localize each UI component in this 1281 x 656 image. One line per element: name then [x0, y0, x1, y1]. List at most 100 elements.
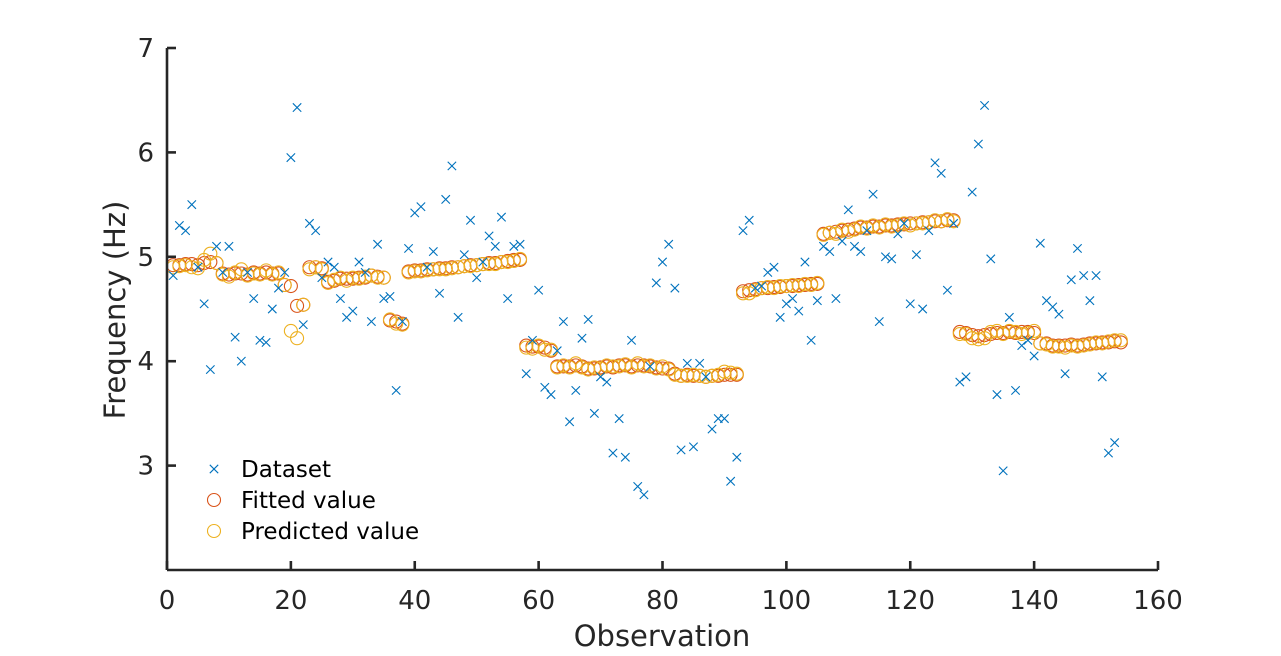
- dataset-point: [626, 335, 637, 345]
- predicted-point: [989, 323, 1005, 338]
- dataset-point: [205, 364, 215, 375]
- dataset-point: [1023, 335, 1033, 345]
- predicted-point: [389, 316, 404, 331]
- dataset-point: [787, 293, 798, 304]
- y-tick-label: 7: [137, 34, 154, 64]
- dataset-point: [1010, 385, 1021, 396]
- predicted-point: [314, 262, 329, 277]
- fitted-point: [283, 278, 298, 294]
- plot-area: [166, 100, 1128, 500]
- dataset-point: [868, 189, 878, 199]
- dataset-point: [911, 250, 922, 260]
- dataset-point: [589, 408, 599, 418]
- dataset-point: [267, 304, 277, 314]
- dataset-point: [168, 271, 178, 281]
- dataset-point: [385, 291, 395, 302]
- dataset-point: [645, 361, 655, 372]
- dataset-point: [478, 257, 488, 267]
- dataset-point: [918, 304, 928, 314]
- dataset-point: [862, 226, 872, 236]
- dataset-point: [1091, 271, 1101, 281]
- dataset-point: [403, 243, 414, 254]
- x-tick-label: 40: [398, 586, 431, 616]
- x-tick-label: 80: [646, 586, 679, 616]
- legend-marker-predicted: [206, 523, 222, 539]
- dataset-point: [348, 306, 358, 316]
- dataset-point: [967, 187, 977, 197]
- dataset-point: [311, 226, 321, 236]
- dataset-point: [812, 296, 822, 306]
- dataset-point: [490, 241, 500, 251]
- x-tick-label: 160: [1133, 586, 1183, 616]
- dataset-point: [180, 226, 191, 236]
- dataset-point: [620, 452, 630, 462]
- dataset-point: [286, 153, 296, 163]
- dataset-point: [565, 417, 575, 427]
- fitted-point: [203, 254, 218, 270]
- legend-marker-dataset: [209, 464, 219, 474]
- dataset-point: [571, 385, 581, 396]
- dataset-point: [806, 335, 816, 345]
- dataset-point: [942, 285, 953, 295]
- dataset-point: [292, 102, 302, 113]
- dataset-point: [174, 220, 184, 231]
- dataset-point: [465, 215, 476, 225]
- dataset-point: [218, 267, 228, 278]
- dataset-point: [453, 312, 463, 322]
- series-fitted: [166, 213, 1128, 384]
- predicted-point: [376, 270, 391, 285]
- legend-label: Fitted value: [241, 488, 376, 514]
- dataset-point: [781, 299, 791, 309]
- dataset-point: [986, 254, 996, 264]
- predicted-point: [333, 270, 348, 285]
- dataset-point: [602, 377, 612, 387]
- dataset-point: [577, 333, 587, 343]
- dataset-point: [496, 212, 507, 222]
- y-tick-label: 4: [137, 347, 154, 377]
- dataset-point: [1103, 448, 1114, 458]
- dataset-point: [738, 226, 748, 236]
- predicted-point: [320, 275, 336, 290]
- dataset-point: [695, 358, 705, 368]
- dataset-point: [936, 168, 946, 178]
- predicted-point: [277, 277, 292, 293]
- dataset-point: [546, 390, 556, 400]
- dataset-point: [664, 239, 674, 249]
- dataset-point: [447, 161, 457, 171]
- predicted-point: [1064, 338, 1079, 353]
- dataset-point: [998, 466, 1008, 476]
- series-dataset: [168, 100, 1120, 500]
- dataset-point: [224, 241, 234, 251]
- legend: Dataset Fitted value Predicted value: [206, 457, 419, 545]
- x-tick-label: 100: [762, 586, 812, 616]
- dataset-point: [614, 414, 624, 424]
- dataset-point: [534, 285, 544, 295]
- dataset-point: [955, 377, 965, 387]
- predicted-point: [940, 212, 955, 227]
- predicted-point: [804, 277, 819, 293]
- predicted-point: [965, 331, 980, 346]
- dataset-point: [757, 281, 767, 291]
- legend-label: Predicted value: [241, 519, 419, 545]
- predicted-point: [290, 331, 305, 346]
- dataset-point: [825, 246, 835, 257]
- series-predicted: [166, 212, 1128, 384]
- dataset-point: [1097, 372, 1107, 382]
- dataset-point: [856, 246, 866, 257]
- dataset-point: [459, 250, 469, 260]
- dataset-point: [763, 267, 773, 278]
- y-axis-label: Frequency (Hz): [98, 201, 132, 420]
- legend-label: Dataset: [241, 457, 331, 483]
- predicted-point: [1113, 333, 1128, 348]
- x-axis-label: Observation: [574, 619, 751, 653]
- dataset-point: [354, 257, 364, 267]
- dataset-point: [366, 316, 376, 327]
- dataset-point: [249, 293, 259, 304]
- predicted-point: [512, 251, 528, 266]
- predicted-point: [655, 359, 670, 374]
- dataset-point: [304, 218, 315, 228]
- dataset-point: [391, 385, 401, 396]
- dataset-point: [242, 267, 253, 278]
- dataset-point: [961, 372, 971, 382]
- dataset-point: [769, 262, 779, 272]
